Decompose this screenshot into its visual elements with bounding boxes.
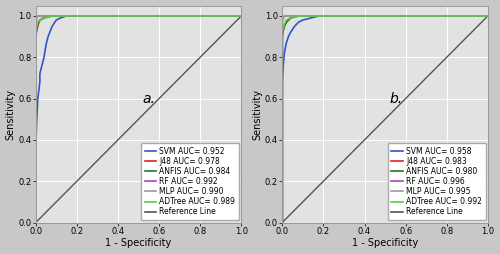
Y-axis label: Sensitivity: Sensitivity (6, 89, 16, 139)
X-axis label: 1 - Specificity: 1 - Specificity (352, 239, 418, 248)
Y-axis label: Sensitivity: Sensitivity (252, 89, 262, 139)
X-axis label: 1 - Specificity: 1 - Specificity (106, 239, 172, 248)
Text: a.: a. (142, 92, 156, 106)
Legend: SVM AUC= 0.958, J48 AUC= 0.983, ANFIS AUC= 0.980, RF AUC= 0.996, MLP AUC= 0.995,: SVM AUC= 0.958, J48 AUC= 0.983, ANFIS AU… (388, 143, 486, 220)
Text: b.: b. (389, 92, 402, 106)
Legend: SVM AUC= 0.952, J48 AUC= 0.978, ANFIS AUC= 0.984, RF AUC= 0.992, MLP AUC= 0.990,: SVM AUC= 0.952, J48 AUC= 0.978, ANFIS AU… (141, 143, 239, 220)
